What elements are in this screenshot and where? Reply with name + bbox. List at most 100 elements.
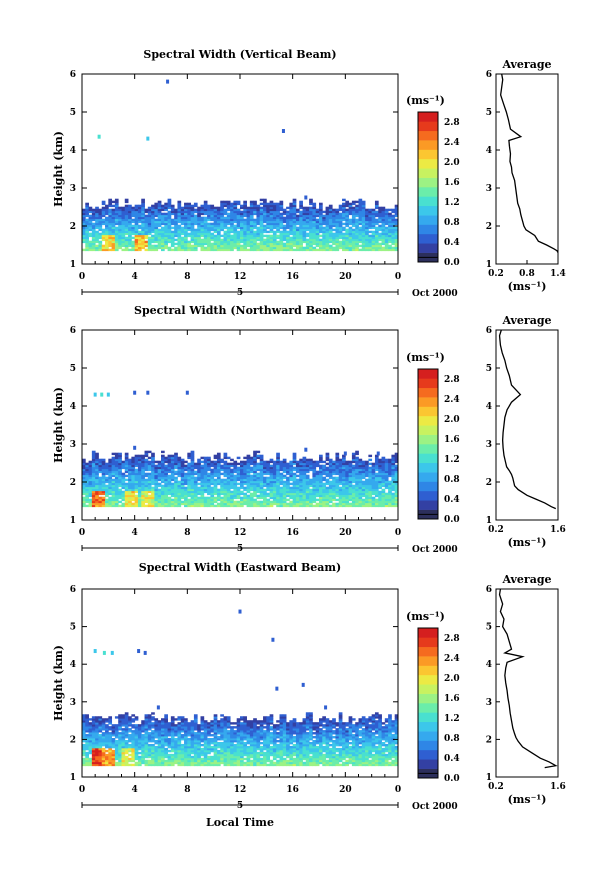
heatmap-cell [105,724,109,727]
heatmap-cell [121,216,126,220]
chart-title: Spectral Width (Vertical Beam) [143,48,336,61]
heatmap-cell [286,498,290,502]
heatmap-cell [233,242,238,246]
heatmap-cell [210,468,215,472]
heatmap-cell [249,456,254,460]
heatmap-cell [289,228,294,232]
heatmap-cell [187,468,192,472]
heatmap-cell [295,484,300,488]
heatmap-cell [108,236,113,240]
average-y-tick-label: 3 [486,184,492,194]
heatmap-cell [355,466,359,470]
heatmap-cell [338,224,343,228]
heatmap-cell [272,486,277,490]
heatmap-cell [355,222,359,226]
heatmap-cell [253,502,257,506]
heatmap-cell [295,494,300,498]
heatmap-cell [388,496,392,500]
heatmap-cell [368,240,373,244]
heatmap-cell [315,484,320,488]
heatmap-cell [200,480,205,484]
heatmap-cell [190,466,195,470]
heatmap-cell [197,238,201,242]
heatmap-cell [299,222,303,226]
heatmap-cell [170,204,175,208]
heatmap-cell [269,478,274,482]
heatmap-cell [276,210,280,214]
heatmap-cell [378,214,382,218]
heatmap-cell [95,474,99,478]
heatmap-cell [263,248,267,252]
heatmap-cell [266,468,271,472]
heatmap-cell [309,500,313,504]
heatmap-cell [315,480,320,484]
heatmap-cell [144,718,149,721]
heatmap-cell [220,478,224,482]
heatmap-cell [269,492,274,496]
heatmap-cell [236,220,241,224]
heatmap-cell [161,500,165,504]
heatmap-cell [131,743,136,747]
heatmap-cell [144,726,149,729]
heatmap-cell [190,478,195,482]
heatmap-cell [200,218,205,222]
heatmap-cell [141,212,145,216]
heatmap-cell [266,212,271,216]
heatmap-cell [282,486,287,490]
heatmap-cell [128,240,132,244]
heatmap-cell [207,472,211,476]
heatmap-cell [312,470,317,474]
heatmap-cell [157,208,162,212]
heatmap-cell [246,500,251,504]
heatmap-cell [197,236,201,240]
heatmap-cell [328,212,333,216]
heatmap-cell [256,450,261,454]
heatmap-cell [358,218,363,222]
heatmap-cell [226,504,231,508]
average-x-tick-label: 1.6 [550,525,566,535]
heatmap-cell [325,246,330,250]
heatmap-cell [124,726,129,729]
heatmap-cell [243,474,247,478]
heatmap-cell [200,468,205,472]
heatmap-cell [345,204,350,208]
heatmap-cell [263,498,267,502]
heatmap-cell [193,246,198,250]
heatmap-cell [233,228,238,232]
heatmap-cell [124,204,129,208]
heatmap-cell [240,248,244,252]
heatmap-cell [141,244,145,248]
heatmap-cell [180,210,185,214]
heatmap-cell [164,206,168,210]
heatmap-cell [295,500,300,504]
heatmap-cell [95,726,99,729]
heatmap-cell [82,492,86,496]
heatmap-cell [184,242,188,246]
colorbar-swatch [418,453,438,464]
heatmap-cell [309,214,313,218]
heatmap-cell [299,212,303,216]
heatmap-cell [368,236,373,240]
heatmap-cell [161,498,165,502]
heatmap-cell [309,200,313,204]
heatmap-cell [98,504,103,508]
heatmap-cell [332,212,336,216]
heatmap-cell [144,722,149,725]
heatmap-cell [114,482,119,486]
heatmap-cell [259,224,264,228]
heatmap-cell [351,496,356,500]
heatmap-cell [216,244,221,248]
heatmap-cell [105,504,109,508]
heatmap-cell [108,460,113,464]
heatmap-cell [101,472,106,476]
heatmap-cell [124,504,129,508]
heatmap-cell [240,232,244,236]
heatmap-cell [207,490,211,494]
heatmap-cell [233,482,238,486]
heatmap-cell [203,476,208,480]
heatmap-cell [319,470,323,474]
heatmap-cell [272,482,277,486]
heatmap-cell [358,458,363,462]
heatmap-cell [351,220,356,224]
heatmap-cell [295,234,300,238]
